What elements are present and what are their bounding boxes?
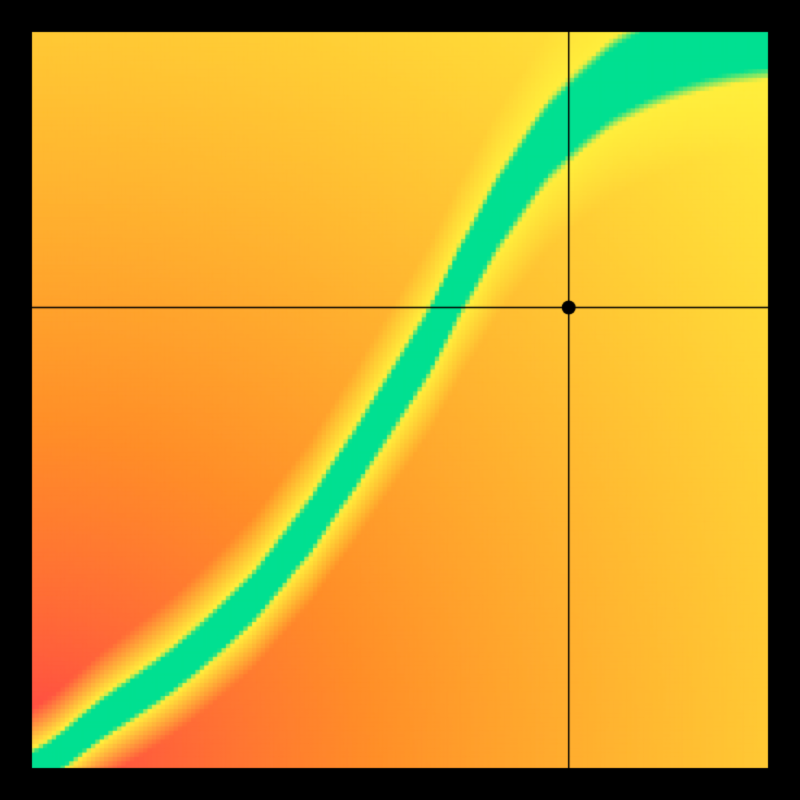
heatmap-canvas (0, 0, 800, 800)
chart-container: TheBottleneck.com (0, 0, 800, 800)
